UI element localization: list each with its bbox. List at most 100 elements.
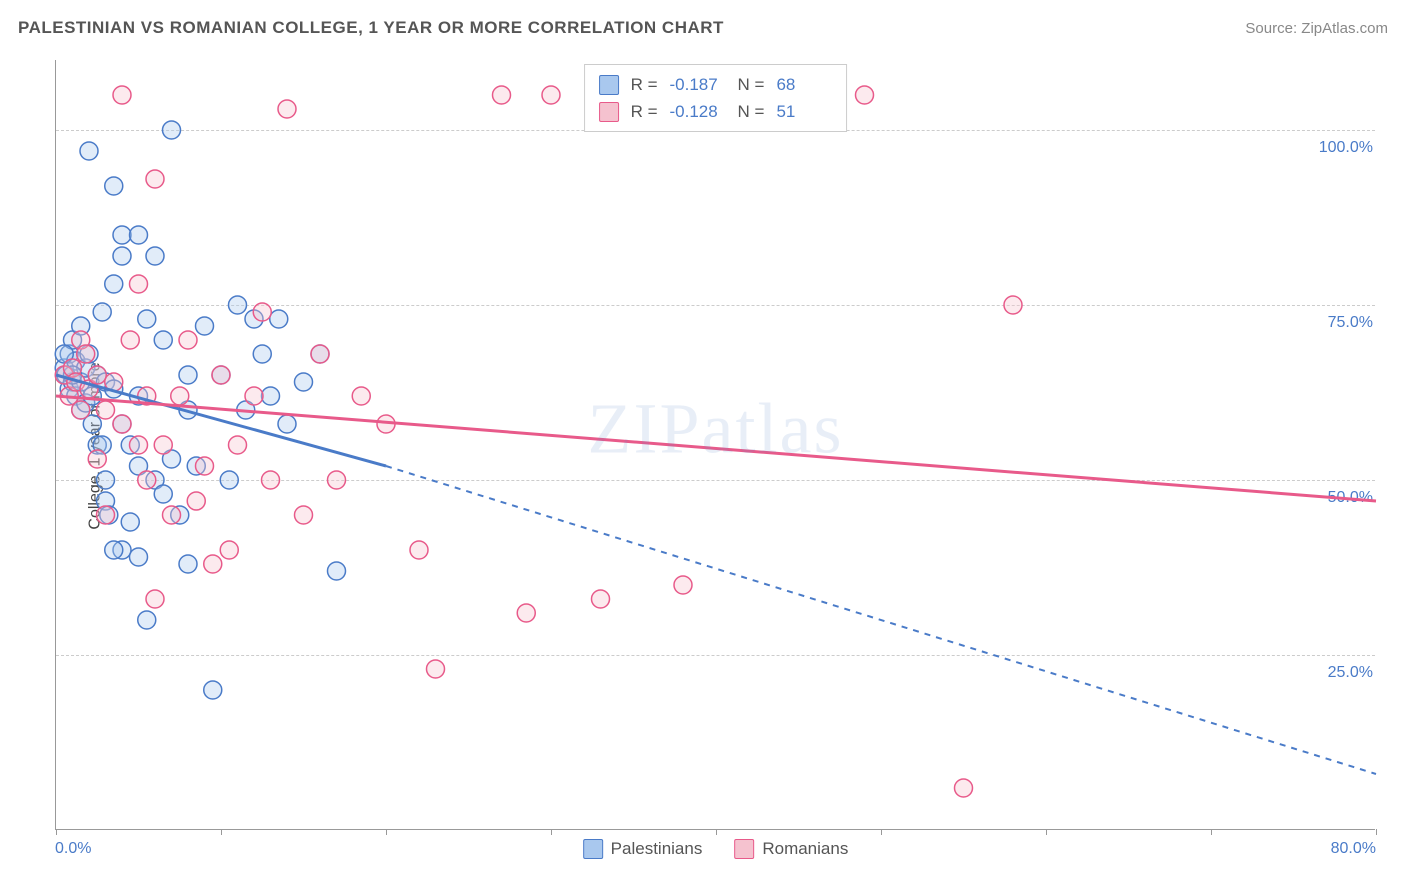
r-value-0: -0.187 bbox=[670, 71, 726, 98]
data-point[interactable] bbox=[113, 415, 131, 433]
data-point[interactable] bbox=[113, 247, 131, 265]
data-point[interactable] bbox=[253, 345, 271, 363]
data-point[interactable] bbox=[105, 541, 123, 559]
x-tick bbox=[716, 829, 717, 835]
data-point[interactable] bbox=[171, 387, 189, 405]
data-point[interactable] bbox=[80, 142, 98, 160]
scatter-svg bbox=[56, 60, 1375, 829]
x-tick bbox=[1211, 829, 1212, 835]
data-point[interactable] bbox=[1004, 296, 1022, 314]
data-point[interactable] bbox=[229, 296, 247, 314]
data-point[interactable] bbox=[179, 555, 197, 573]
chart-title: PALESTINIAN VS ROMANIAN COLLEGE, 1 YEAR … bbox=[18, 18, 724, 38]
source-attribution: Source: ZipAtlas.com bbox=[1245, 20, 1388, 37]
data-point[interactable] bbox=[278, 100, 296, 118]
data-point[interactable] bbox=[262, 387, 280, 405]
data-point[interactable] bbox=[674, 576, 692, 594]
data-point[interactable] bbox=[113, 226, 131, 244]
data-point[interactable] bbox=[253, 303, 271, 321]
data-point[interactable] bbox=[130, 226, 148, 244]
data-point[interactable] bbox=[179, 331, 197, 349]
data-point[interactable] bbox=[204, 681, 222, 699]
data-point[interactable] bbox=[196, 457, 214, 475]
legend-swatch-palestinians bbox=[583, 839, 603, 859]
data-point[interactable] bbox=[72, 401, 90, 419]
data-point[interactable] bbox=[493, 86, 511, 104]
data-point[interactable] bbox=[352, 387, 370, 405]
data-point[interactable] bbox=[955, 779, 973, 797]
data-point[interactable] bbox=[146, 590, 164, 608]
n-label: N = bbox=[738, 71, 765, 98]
data-point[interactable] bbox=[130, 275, 148, 293]
legend-swatch-romanians bbox=[599, 102, 619, 122]
data-point[interactable] bbox=[311, 345, 329, 363]
data-point[interactable] bbox=[196, 317, 214, 335]
data-point[interactable] bbox=[328, 562, 346, 580]
data-point[interactable] bbox=[163, 506, 181, 524]
data-point[interactable] bbox=[295, 373, 313, 391]
data-point[interactable] bbox=[146, 247, 164, 265]
data-point[interactable] bbox=[517, 604, 535, 622]
legend-item-romanians[interactable]: Romanians bbox=[734, 839, 848, 859]
data-point[interactable] bbox=[179, 366, 197, 384]
legend-stats-box: R = -0.187 N = 68 R = -0.128 N = 51 bbox=[584, 64, 848, 132]
chart-header: PALESTINIAN VS ROMANIAN COLLEGE, 1 YEAR … bbox=[18, 18, 1388, 38]
data-point[interactable] bbox=[154, 331, 172, 349]
legend-label-0: Palestinians bbox=[611, 839, 703, 859]
n-value-0: 68 bbox=[776, 71, 832, 98]
legend-stats-row-0: R = -0.187 N = 68 bbox=[599, 71, 833, 98]
data-point[interactable] bbox=[856, 86, 874, 104]
data-point[interactable] bbox=[88, 450, 106, 468]
r-label: R = bbox=[631, 71, 658, 98]
source-prefix: Source: bbox=[1245, 20, 1301, 37]
data-point[interactable] bbox=[121, 513, 139, 531]
x-tick bbox=[386, 829, 387, 835]
x-tick bbox=[221, 829, 222, 835]
data-point[interactable] bbox=[121, 331, 139, 349]
data-point[interactable] bbox=[278, 415, 296, 433]
x-end-label: 80.0% bbox=[1331, 840, 1376, 858]
data-point[interactable] bbox=[229, 436, 247, 454]
data-point[interactable] bbox=[220, 471, 238, 489]
data-point[interactable] bbox=[245, 387, 263, 405]
data-point[interactable] bbox=[97, 506, 115, 524]
data-point[interactable] bbox=[113, 86, 131, 104]
data-point[interactable] bbox=[105, 275, 123, 293]
data-point[interactable] bbox=[130, 548, 148, 566]
data-point[interactable] bbox=[77, 345, 95, 363]
data-point[interactable] bbox=[427, 660, 445, 678]
data-point[interactable] bbox=[542, 86, 560, 104]
data-point[interactable] bbox=[138, 471, 156, 489]
data-point[interactable] bbox=[154, 485, 172, 503]
data-point[interactable] bbox=[262, 471, 280, 489]
data-point[interactable] bbox=[187, 492, 205, 510]
data-point[interactable] bbox=[154, 436, 172, 454]
data-point[interactable] bbox=[295, 506, 313, 524]
n-label: N = bbox=[738, 98, 765, 125]
r-value-1: -0.128 bbox=[670, 98, 726, 125]
legend-series-box: Palestinians Romanians bbox=[583, 839, 849, 859]
data-point[interactable] bbox=[97, 401, 115, 419]
legend-label-1: Romanians bbox=[762, 839, 848, 859]
data-point[interactable] bbox=[93, 303, 111, 321]
data-point[interactable] bbox=[204, 555, 222, 573]
x-origin-label: 0.0% bbox=[55, 840, 91, 858]
data-point[interactable] bbox=[212, 366, 230, 384]
data-point[interactable] bbox=[592, 590, 610, 608]
trend-line bbox=[386, 466, 1376, 774]
data-point[interactable] bbox=[138, 611, 156, 629]
data-point[interactable] bbox=[220, 541, 238, 559]
data-point[interactable] bbox=[105, 177, 123, 195]
legend-swatch-romanians bbox=[734, 839, 754, 859]
data-point[interactable] bbox=[88, 366, 106, 384]
data-point[interactable] bbox=[138, 310, 156, 328]
data-point[interactable] bbox=[146, 170, 164, 188]
data-point[interactable] bbox=[130, 436, 148, 454]
data-point[interactable] bbox=[163, 121, 181, 139]
data-point[interactable] bbox=[410, 541, 428, 559]
data-point[interactable] bbox=[97, 471, 115, 489]
data-point[interactable] bbox=[270, 310, 288, 328]
data-point[interactable] bbox=[328, 471, 346, 489]
n-value-1: 51 bbox=[776, 98, 832, 125]
legend-item-palestinians[interactable]: Palestinians bbox=[583, 839, 703, 859]
